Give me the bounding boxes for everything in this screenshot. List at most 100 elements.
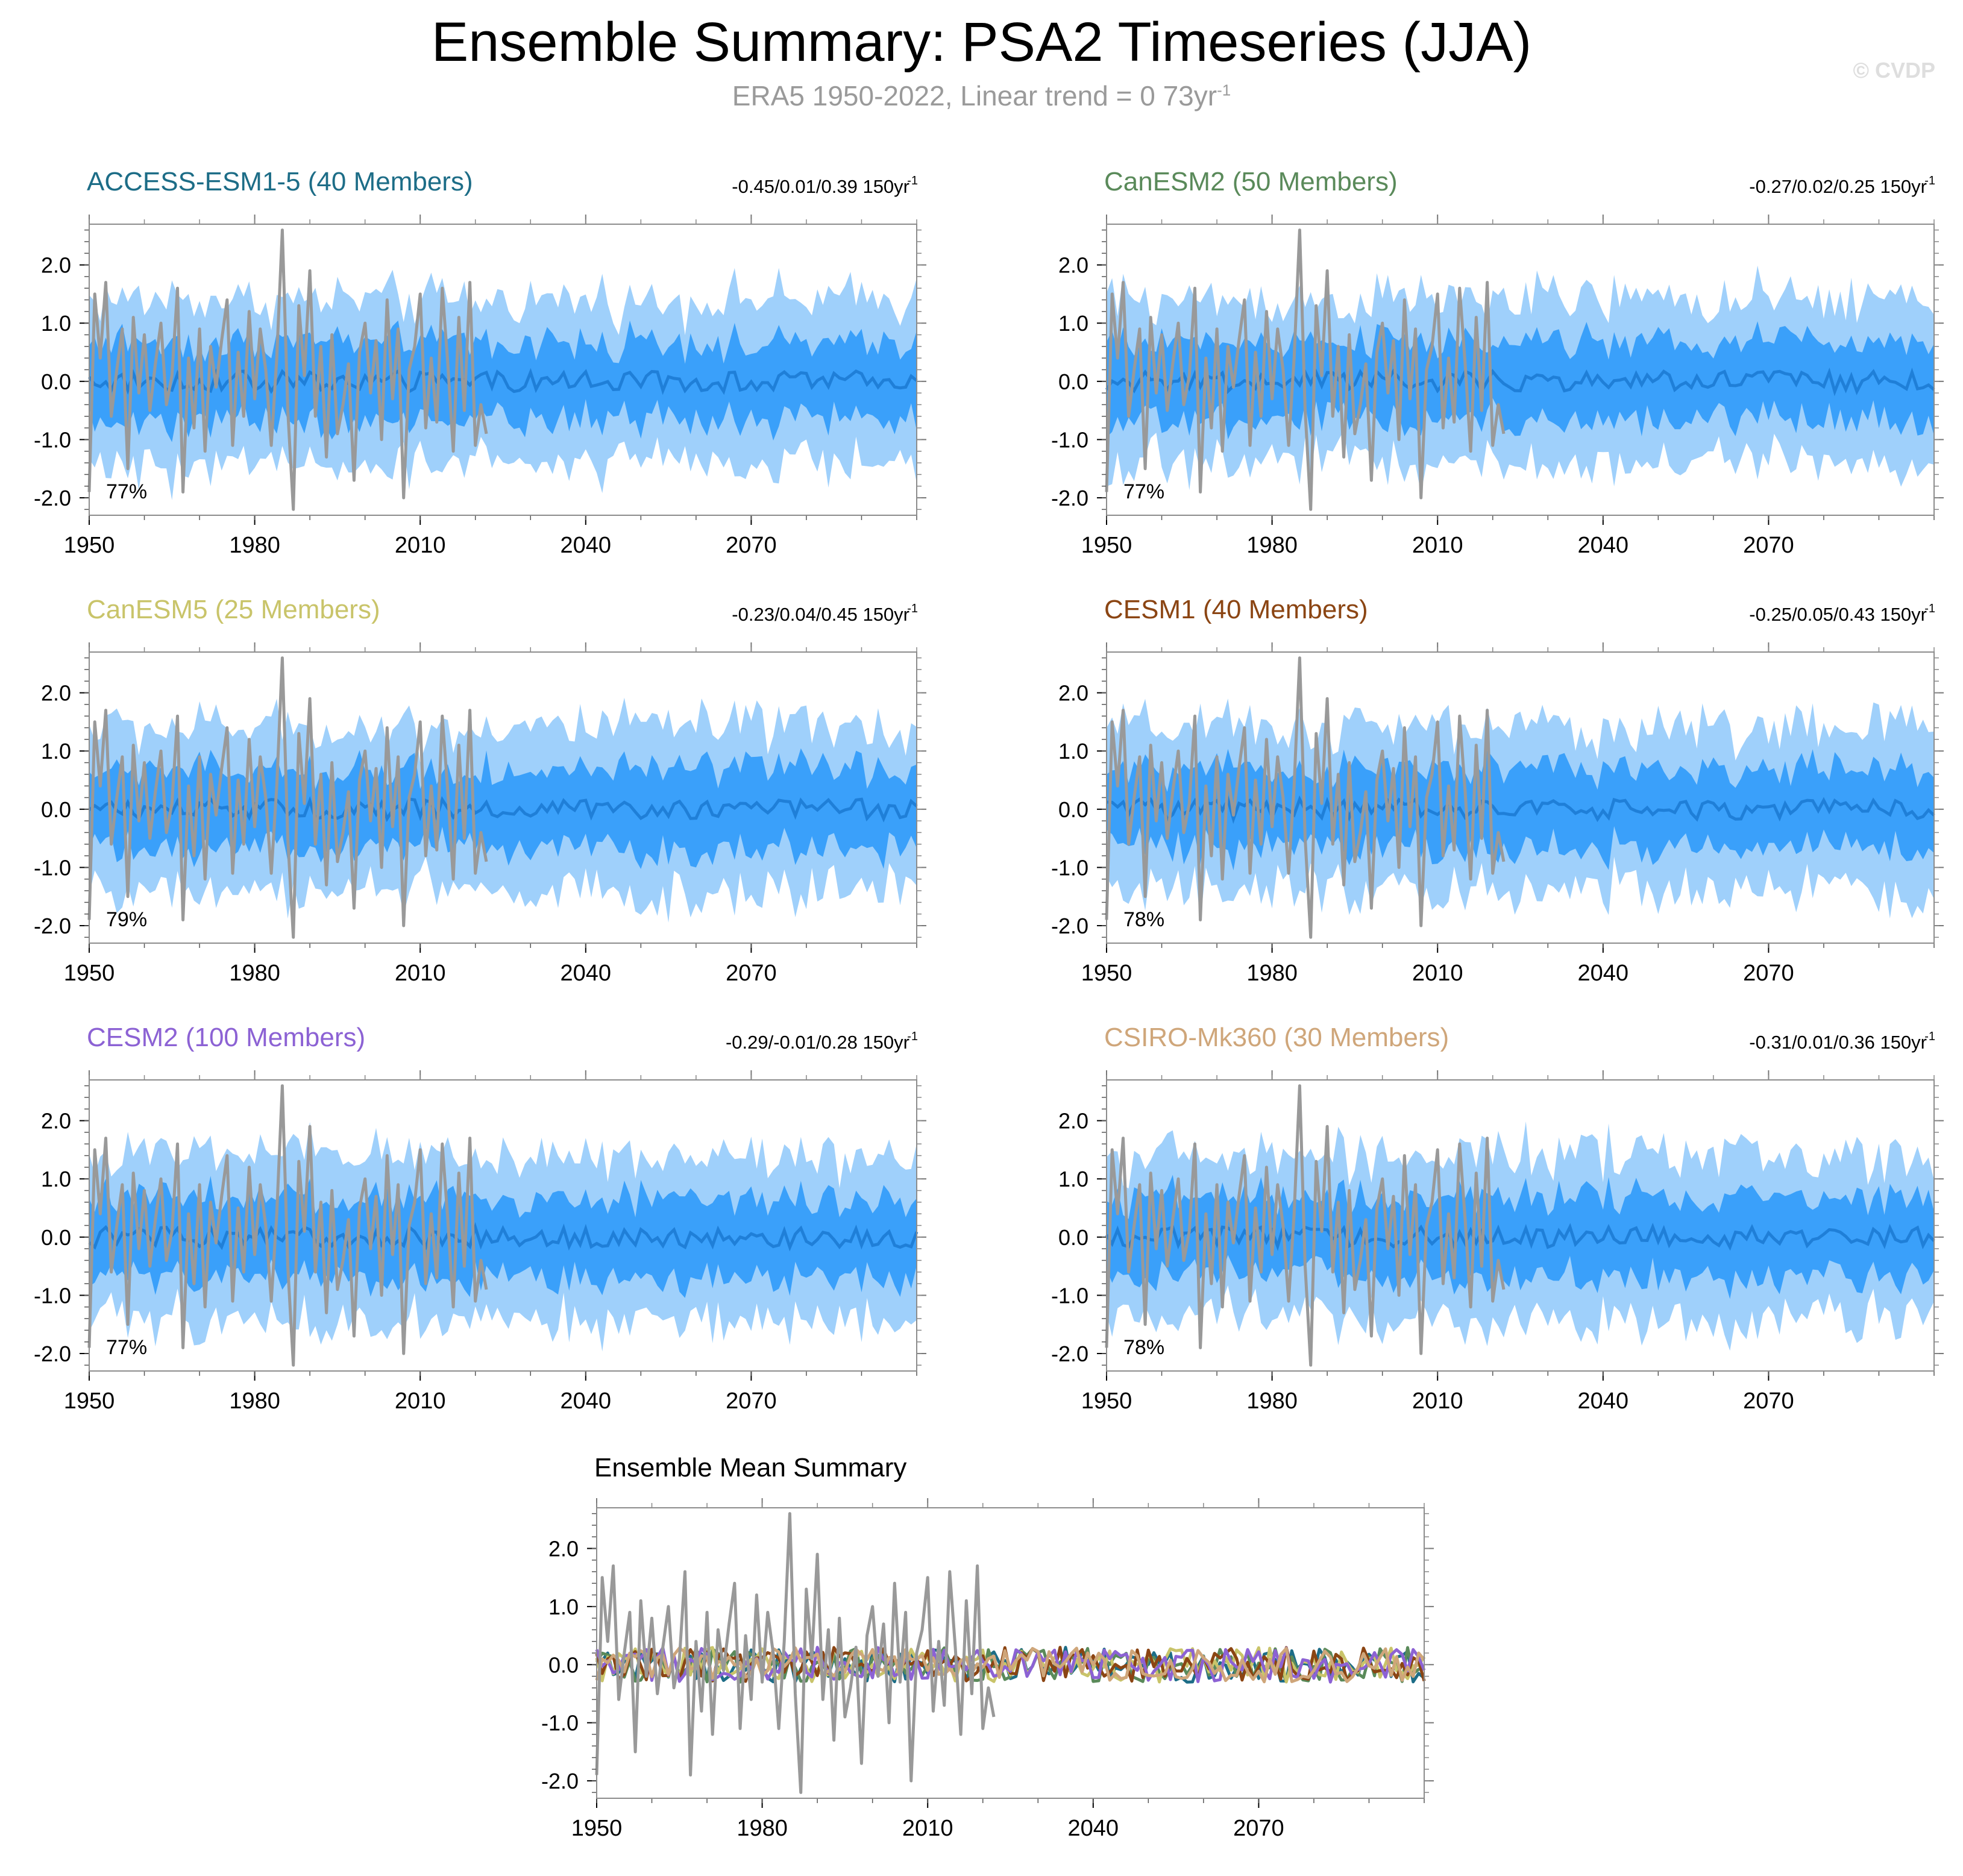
- panel-title: CanESM5 (25 Members): [87, 595, 380, 624]
- x-tick-label: 2010: [395, 961, 446, 986]
- page-title: Ensemble Summary: PSA2 Timeseries (JJA): [431, 11, 1532, 73]
- x-tick-label: 2040: [561, 1388, 612, 1414]
- page-subtitle: ERA5 1950-2022, Linear trend = 0 73yr-1: [0, 80, 1963, 112]
- x-tick-label: 1980: [1246, 961, 1298, 986]
- y-tick-label: 2.0: [1058, 681, 1088, 706]
- ensemble-mean-line: [1106, 795, 1935, 824]
- x-tick-label: 2070: [726, 1388, 777, 1414]
- x-tick-label: 1950: [64, 533, 115, 558]
- x-tick-label: 1980: [229, 1388, 280, 1414]
- x-tick-label: 2040: [1578, 961, 1629, 986]
- x-tick-label: 1980: [229, 533, 280, 558]
- subtitle-text: ERA5 1950-2022, Linear trend = 0 73yr: [732, 80, 1217, 111]
- panel-stats-exponent: -1: [1924, 174, 1935, 187]
- y-tick-label: 0.0: [1058, 797, 1088, 822]
- observation-line: [1105, 1084, 1506, 1367]
- y-tick-label: 1.0: [1058, 1167, 1088, 1191]
- ensemble-mean-line: [1105, 1223, 1935, 1251]
- panel-ensemble-mean-summary: -2.0 -1.0 0.0 1.0 2.0 1950 1980 2010 2040 2070 Ens…: [541, 1453, 1434, 1841]
- x-tick-label: 1980: [737, 1816, 788, 1841]
- x-tick-label: 2040: [1068, 1816, 1119, 1841]
- y-tick-label: -1.0: [1051, 427, 1088, 452]
- plot-frame: [89, 651, 917, 944]
- panel-percent: 77%: [106, 1336, 147, 1359]
- y-tick-label: -2.0: [1051, 914, 1088, 938]
- panel-title: CESM2 (100 Members): [87, 1023, 365, 1052]
- y-tick-label: -1.0: [1051, 1283, 1088, 1308]
- x-tick-label: 1950: [1081, 533, 1132, 558]
- y-tick-label: -2.0: [34, 486, 71, 510]
- inner-spread-band: [1107, 748, 1934, 871]
- ensemble-mean-line: [88, 796, 918, 823]
- x-tick-label: 2040: [561, 961, 612, 986]
- y-tick-label: 0.0: [41, 1225, 71, 1250]
- panel-stats: -0.45/0.01/0.39 150yr: [732, 176, 909, 197]
- y-tick-label: 1.0: [41, 739, 71, 764]
- y-tick-label: 0.0: [1058, 369, 1088, 394]
- panel-percent: 78%: [1123, 908, 1164, 931]
- x-tick-label: 1950: [1081, 961, 1132, 986]
- y-tick-label: -2.0: [34, 914, 71, 938]
- y-tick-label: -2.0: [541, 1769, 579, 1793]
- y-tick-label: -2.0: [34, 1341, 71, 1366]
- observation-line: [87, 656, 488, 939]
- summary-title: Ensemble Mean Summary: [594, 1453, 906, 1482]
- x-tick-label: 2010: [395, 1388, 446, 1414]
- ensemble-mean-line: [1105, 367, 1935, 397]
- plot-frame: [1106, 224, 1935, 516]
- y-tick-label: 2.0: [41, 253, 71, 278]
- observation-line: [87, 1084, 488, 1367]
- x-tick-label: 2070: [726, 961, 777, 986]
- x-tick-label: 2070: [1233, 1816, 1284, 1841]
- y-tick-label: 2.0: [41, 1109, 71, 1134]
- y-tick-label: 0.0: [41, 797, 71, 822]
- panel-access-esm1-5: -2.0 -1.0 0.0 1.0 2.0 1950 1980 2010 2040 2070 ACC…: [34, 167, 926, 558]
- y-tick-label: -1.0: [541, 1711, 579, 1736]
- y-tick-label: -1.0: [1051, 855, 1088, 880]
- x-tick-label: 2070: [1743, 1388, 1794, 1414]
- copyright-watermark: © CVDP: [1853, 58, 1935, 83]
- panel-stats-exponent: -1: [1924, 602, 1935, 615]
- x-tick-label: 1980: [229, 961, 280, 986]
- panel-title: CESM1 (40 Members): [1104, 595, 1368, 624]
- y-tick-label: 2.0: [1058, 1109, 1088, 1134]
- y-tick-label: 1.0: [41, 311, 71, 336]
- inner-spread-band: [1107, 1175, 1934, 1299]
- plot-frame: [596, 1507, 1425, 1799]
- x-tick-label: 1980: [1246, 1388, 1298, 1414]
- observation-line: [595, 1512, 996, 1794]
- panel-cesm1: -2.0 -1.0 0.0 1.0 2.0 1950 1980 2010 2040 2070 CES…: [1051, 595, 1944, 986]
- x-tick-label: 2070: [726, 533, 777, 558]
- panel-stats-exponent: -1: [907, 1030, 918, 1043]
- y-tick-label: 0.0: [1058, 1225, 1088, 1250]
- observation-line: [1105, 656, 1506, 939]
- y-tick-label: 2.0: [548, 1536, 579, 1561]
- x-tick-label: 2070: [1743, 961, 1794, 986]
- x-tick-label: 2010: [395, 533, 446, 558]
- y-tick-label: 2.0: [1058, 253, 1088, 278]
- x-tick-label: 2010: [1412, 961, 1463, 986]
- x-tick-label: 2010: [1412, 1388, 1463, 1414]
- panel-stats-exponent: -1: [907, 602, 918, 615]
- panel-stats: -0.23/0.04/0.45 150yr: [732, 604, 909, 625]
- panel-percent: 77%: [106, 480, 147, 503]
- plot-frame: [1106, 651, 1935, 944]
- summary-series-line: [595, 1646, 1426, 1684]
- plot-frame: [89, 1079, 917, 1372]
- panel-stats: -0.25/0.05/0.43 150yr: [1749, 604, 1927, 625]
- panel-stats: -0.27/0.02/0.25 150yr: [1749, 176, 1927, 197]
- observation-line: [1105, 228, 1506, 511]
- y-tick-label: 1.0: [548, 1595, 579, 1619]
- x-tick-label: 2040: [1578, 1388, 1629, 1414]
- x-tick-label: 2040: [561, 533, 612, 558]
- panel-title: CSIRO-Mk360 (30 Members): [1104, 1023, 1449, 1052]
- y-tick-label: -1.0: [34, 1283, 71, 1308]
- y-tick-label: -1.0: [34, 427, 71, 452]
- y-tick-label: 1.0: [1058, 311, 1088, 336]
- panel-title: ACCESS-ESM1-5 (40 Members): [87, 167, 473, 196]
- observation-line: [87, 228, 488, 511]
- panel-title: CanESM2 (50 Members): [1104, 167, 1398, 196]
- panel-stats: -0.31/0.01/0.36 150yr: [1749, 1032, 1927, 1053]
- panel-canesm5: -2.0 -1.0 0.0 1.0 2.0 1950 1980 2010 2040 2070 Can…: [34, 595, 926, 986]
- x-tick-label: 2070: [1743, 533, 1794, 558]
